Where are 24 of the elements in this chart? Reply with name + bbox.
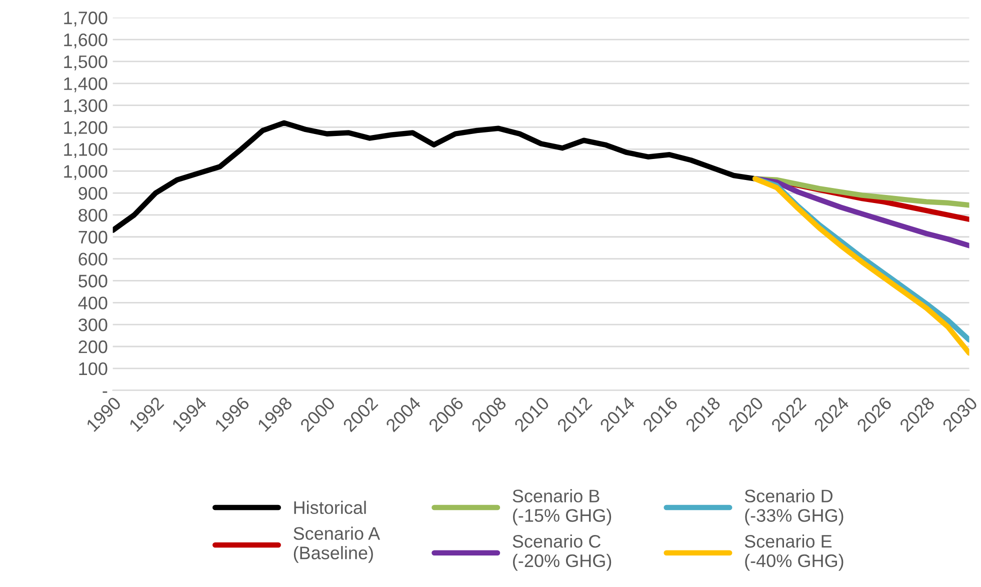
y-tick-label: 1,100 xyxy=(64,143,108,158)
legend-label: Scenario A (Baseline) xyxy=(294,526,380,563)
y-tick-label: 1,000 xyxy=(64,165,108,180)
y-tick-label: 1,200 xyxy=(64,121,108,136)
y-tick-label: 800 xyxy=(78,208,108,222)
y-tick-label: 400 xyxy=(78,296,108,310)
legend-label: Scenario B (-15% GHG) xyxy=(512,489,612,526)
y-tick-label: 900 xyxy=(78,186,108,200)
y-tick-label: 100 xyxy=(79,362,108,376)
y-tick-label: 600 xyxy=(78,252,108,266)
y-tick-label: - xyxy=(102,391,108,393)
legend-label: Scenario E (-40% GHG) xyxy=(744,534,844,571)
legend-label: Scenario C (-20% GHG) xyxy=(512,534,612,571)
y-tick-label: 1,600 xyxy=(64,33,108,48)
y-tick-label: 200 xyxy=(78,340,108,354)
legend-label: Scenario D (-33% GHG) xyxy=(744,489,844,526)
y-tick-label: 1,700 xyxy=(64,12,108,26)
y-tick-label: 1,300 xyxy=(64,99,108,114)
legend-label: Historical xyxy=(294,500,366,514)
y-tick-label: 300 xyxy=(78,318,108,332)
y-tick-label: 700 xyxy=(78,230,108,244)
y-tick-label: 1,500 xyxy=(64,55,108,70)
y-tick-label: 1,400 xyxy=(64,77,108,92)
y-tick-label: 500 xyxy=(78,274,108,288)
